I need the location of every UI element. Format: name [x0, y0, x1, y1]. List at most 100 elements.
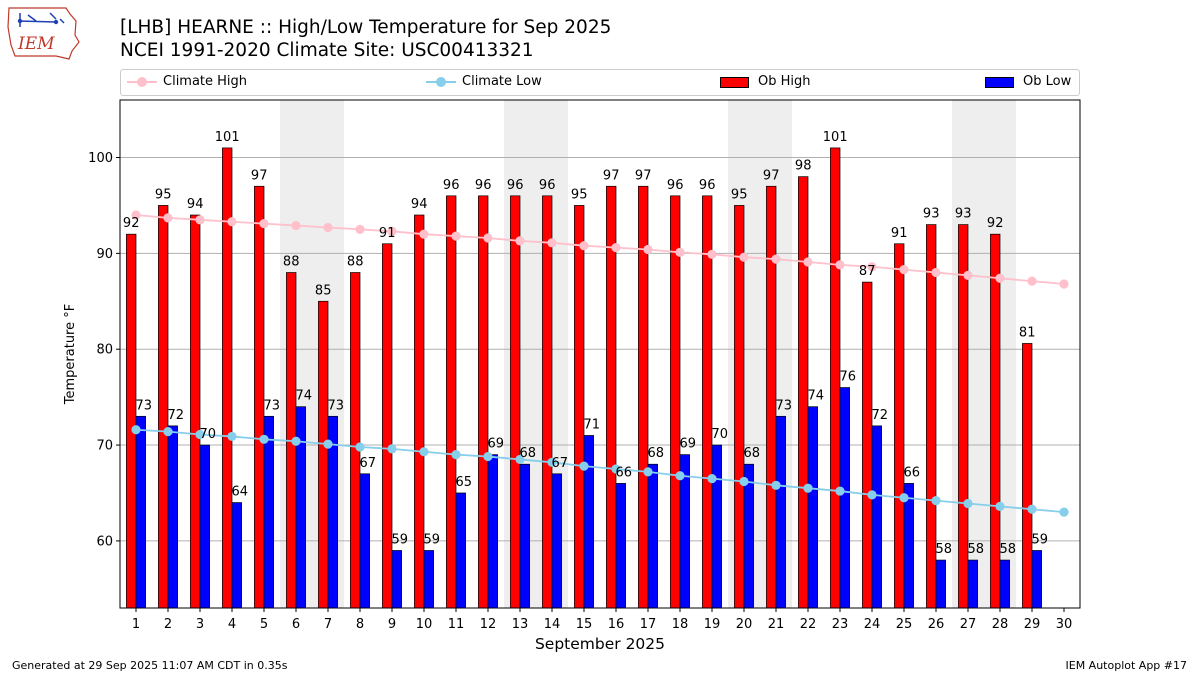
ob-low-value-label: 67: [360, 456, 377, 471]
x-tick-label: 17: [640, 617, 657, 632]
legend-label: Ob High: [758, 74, 811, 89]
ob-high-value-label: 93: [923, 207, 940, 222]
ob-high-bar: [222, 147, 233, 609]
x-axis-label: September 2025: [535, 635, 665, 653]
ob-low-bar: [807, 406, 818, 609]
climate-high-point: [483, 233, 493, 243]
ob-low-value-label: 73: [264, 398, 281, 413]
climate-high-point: [675, 247, 685, 257]
x-tick-label: 11: [448, 617, 465, 632]
ob-low-value-label: 59: [392, 532, 409, 547]
climate-low-point: [899, 493, 909, 503]
climate-high-point: [611, 243, 621, 253]
ob-low-bar: [1031, 550, 1042, 609]
ob-low-bar: [839, 387, 850, 609]
x-tick-label: 27: [960, 617, 977, 632]
y-tick-label: 100: [88, 151, 113, 166]
ob-high-bar: [766, 185, 777, 609]
ob-low-value-label: 58: [968, 542, 985, 557]
climate-high-point: [803, 257, 813, 267]
x-tick-label: 28: [992, 617, 1009, 632]
plot-frame: [119, 99, 1081, 609]
x-tick-label: 29: [1024, 617, 1041, 632]
ob-high-value-label: 95: [731, 187, 748, 202]
ob-low-bar: [615, 483, 626, 609]
ob-low-bar: [423, 550, 434, 609]
ob-high-value-label: 91: [379, 226, 396, 241]
ob-high-value-label: 81: [1019, 325, 1036, 340]
climate-low-point: [963, 498, 973, 509]
ob-high-value-label: 97: [763, 168, 780, 183]
ob-high-value-label: 97: [603, 168, 620, 183]
ob-high-value-label: 88: [283, 255, 300, 270]
climate-high-point: [419, 229, 429, 239]
ob-high-value-label: 91: [891, 226, 908, 241]
ob-high-bar: [542, 195, 553, 609]
ob-low-swatch: [985, 77, 1014, 88]
ob-low-value-label: 74: [296, 389, 313, 404]
climate-high-point: [227, 217, 237, 227]
ob-high-value-label: 95: [571, 187, 588, 202]
ob-low-value-label: 72: [872, 408, 889, 423]
ob-low-value-label: 69: [680, 437, 697, 452]
y-tick-label: 80: [96, 343, 113, 358]
ob-high-bar: [478, 195, 489, 609]
climate-low-point: [515, 454, 525, 465]
ob-low-bar: [711, 444, 722, 609]
ob-high-bar: [446, 195, 457, 609]
x-tick-label: 25: [896, 617, 913, 632]
ob-high-value-label: 96: [475, 178, 492, 193]
ob-high-value-label: 101: [215, 130, 240, 145]
climate-high-point: [835, 260, 845, 270]
ob-low-bar: [359, 473, 370, 609]
ob-low-value-label: 58: [936, 542, 953, 557]
climate-low-point: [227, 431, 237, 442]
climate-high-point: [195, 215, 205, 225]
ob-high-swatch: [720, 77, 749, 88]
y-axis-label: Temperature °F: [63, 304, 78, 405]
legend-label: Ob Low: [1023, 74, 1072, 89]
ob-low-value-label: 70: [712, 427, 729, 442]
x-tick-label: 13: [512, 617, 529, 632]
ob-low-value-label: 70: [200, 427, 217, 442]
ob-low-value-label: 68: [520, 446, 537, 461]
ob-high-value-label: 94: [411, 197, 428, 212]
ob-low-value-label: 72: [168, 408, 185, 423]
climate-high-point: [387, 226, 397, 236]
y-tick-label: 70: [96, 439, 113, 454]
legend-label: Climate Low: [462, 74, 542, 89]
climate-high-point: [963, 270, 973, 281]
climate-high-point: [131, 210, 141, 220]
climate-high-point: [1027, 276, 1037, 286]
ob-low-bar: [487, 454, 498, 609]
climate-low-point: [931, 496, 941, 506]
ob-low-bar: [135, 415, 146, 609]
ob-high-bar: [670, 195, 681, 609]
ob-low-bar: [199, 444, 210, 609]
climate-low-point: [803, 483, 813, 493]
ob-high-bar: [158, 205, 169, 609]
footer-app-id: IEM Autoplot App #17: [1065, 659, 1188, 672]
ob-high-bar: [574, 205, 585, 609]
ob-low-value-label: 73: [776, 398, 793, 413]
climate-low-point: [547, 457, 557, 467]
climate-low-point: [675, 471, 685, 481]
x-tick-label: 24: [864, 617, 881, 632]
x-tick-label: 18: [672, 617, 689, 632]
ob-high-value-label: 85: [315, 283, 332, 298]
ob-high-value-label: 97: [251, 168, 268, 183]
ob-low-bar: [263, 415, 274, 609]
climate-low-point: [483, 451, 493, 462]
climate-high-line: [135, 214, 1065, 285]
climate-low-point: [387, 444, 397, 454]
climate-high-point: [1059, 279, 1069, 289]
climate-low-point: [867, 490, 877, 500]
ob-low-bar: [775, 415, 786, 609]
ob-high-value-label: 96: [667, 178, 684, 193]
ob-high-bar: [414, 214, 425, 609]
footer-generated-text: Generated at 29 Sep 2025 11:07 AM CDT in…: [12, 659, 288, 672]
x-tick-label: 23: [832, 617, 849, 632]
ob-low-bar: [935, 559, 946, 609]
ob-high-value-label: 96: [507, 178, 524, 193]
ob-high-bar: [510, 195, 521, 609]
